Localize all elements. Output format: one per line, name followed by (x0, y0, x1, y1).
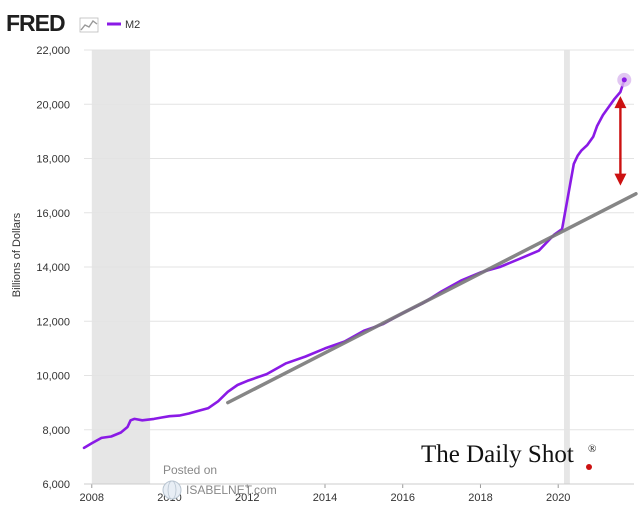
latest-value-dot (621, 77, 627, 83)
x-tick-label: 2012 (235, 492, 259, 504)
y-tick-label: 14,000 (36, 262, 70, 274)
y-axis-label: Billions of Dollars (11, 212, 23, 297)
x-tick-label: 2018 (468, 492, 492, 504)
gridlines (84, 49, 634, 431)
annotation-layer (614, 72, 632, 186)
y-tick-label: 18,000 (36, 154, 70, 166)
x-tick-label: 2008 (80, 492, 104, 504)
y-axis-ticks: 6,000 8,000 10,000 12,000 14,000 16,000 18,000… (36, 45, 70, 491)
x-axis-ticks: 2008201020122014201620182020 (80, 484, 570, 504)
y-tick-label: 16,000 (36, 208, 70, 220)
posted-on-label: Posted on (163, 463, 217, 477)
series-layer (82, 78, 638, 450)
isabelnet-globe-icon (162, 480, 182, 500)
y-tick-label: 20,000 (36, 99, 70, 111)
fred-logo-graph-icon (79, 17, 99, 33)
fred-logo: FRED (6, 10, 65, 36)
gap-arrow-head-down (614, 173, 627, 186)
y-tick-label: 12,000 (36, 316, 70, 328)
daily-shot-logo: The Daily Shot (421, 441, 574, 468)
isabelnet-label: ISABELNET.com (186, 483, 277, 497)
y-tick-label: 6,000 (42, 479, 70, 491)
x-tick-label: 2020 (546, 492, 570, 504)
y-tick-label: 22,000 (36, 45, 70, 57)
y-tick-label: 10,000 (36, 371, 70, 383)
trend-line (226, 192, 638, 405)
daily-shot-registered-mark: ® (588, 443, 596, 455)
y-tick-label: 8,000 (42, 425, 70, 437)
gap-arrow-head-up (614, 96, 627, 109)
series-line-m2 (82, 78, 626, 450)
legend-label-m2: M2 (125, 19, 140, 31)
x-tick-label: 2016 (390, 492, 414, 504)
daily-shot-red-dot (586, 464, 592, 470)
x-tick-label: 2014 (313, 492, 337, 504)
